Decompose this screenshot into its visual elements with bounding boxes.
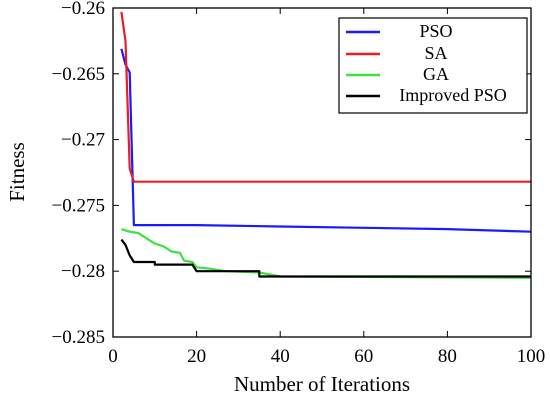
legend-label: PSO (419, 21, 452, 41)
y-tick-label: −0.265 (52, 64, 105, 85)
legend-label: GA (423, 64, 449, 84)
y-axis-label: Fitness (5, 142, 29, 202)
series-layer (120, 11, 532, 279)
x-tick-label: 60 (354, 346, 373, 367)
axis-ticks: 0 20 40 60 80 100 −0.26 −0.265 −0.27 −0.275 −0.28 −… (52, 0, 546, 367)
y-tick-label: −0.27 (61, 130, 105, 151)
x-tick-label: 0 (108, 346, 118, 367)
y-tick-label: −0.275 (52, 195, 105, 216)
y-tick-label: −0.28 (61, 261, 105, 282)
legend-label: Improved PSO (399, 85, 507, 105)
x-tick-label: 20 (187, 346, 206, 367)
plot-frame (112, 7, 532, 338)
series-line-sa (120, 11, 531, 183)
y-tick-label: −0.285 (52, 327, 105, 348)
series-line-improved-pso (120, 238, 531, 278)
x-tick-label: 40 (271, 346, 290, 367)
x-tick-label: 80 (438, 346, 457, 367)
x-tick-label: 100 (517, 346, 546, 367)
y-tick-label: −0.26 (61, 0, 105, 19)
legend-label: SA (424, 43, 447, 63)
x-axis-label: Number of Iterations (234, 372, 410, 396)
